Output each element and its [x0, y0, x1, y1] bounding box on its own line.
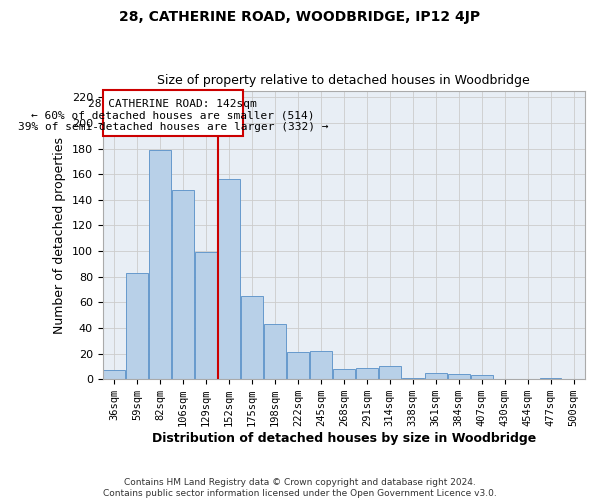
Bar: [402, 378, 424, 379]
Bar: [471, 376, 493, 379]
FancyBboxPatch shape: [103, 90, 243, 136]
Bar: [126, 273, 148, 379]
Bar: [149, 150, 171, 379]
Text: Contains HM Land Registry data © Crown copyright and database right 2024.
Contai: Contains HM Land Registry data © Crown c…: [103, 478, 497, 498]
Y-axis label: Number of detached properties: Number of detached properties: [53, 136, 66, 334]
Bar: [379, 366, 401, 379]
Bar: [218, 180, 240, 379]
Bar: [356, 368, 378, 379]
Text: 28, CATHERINE ROAD, WOODBRIDGE, IP12 4JP: 28, CATHERINE ROAD, WOODBRIDGE, IP12 4JP: [119, 10, 481, 24]
Bar: [172, 190, 194, 379]
Bar: [264, 324, 286, 379]
Bar: [333, 369, 355, 379]
Text: 39% of semi-detached houses are larger (332) →: 39% of semi-detached houses are larger (…: [17, 122, 328, 132]
Bar: [103, 370, 125, 379]
Title: Size of property relative to detached houses in Woodbridge: Size of property relative to detached ho…: [157, 74, 530, 87]
Bar: [287, 352, 309, 379]
Bar: [448, 374, 470, 379]
Bar: [425, 373, 446, 379]
X-axis label: Distribution of detached houses by size in Woodbridge: Distribution of detached houses by size …: [152, 432, 536, 445]
Bar: [539, 378, 562, 379]
Text: 28 CATHERINE ROAD: 142sqm: 28 CATHERINE ROAD: 142sqm: [88, 98, 257, 108]
Bar: [310, 351, 332, 379]
Text: ← 60% of detached houses are smaller (514): ← 60% of detached houses are smaller (51…: [31, 110, 314, 120]
Bar: [195, 252, 217, 379]
Bar: [241, 296, 263, 379]
